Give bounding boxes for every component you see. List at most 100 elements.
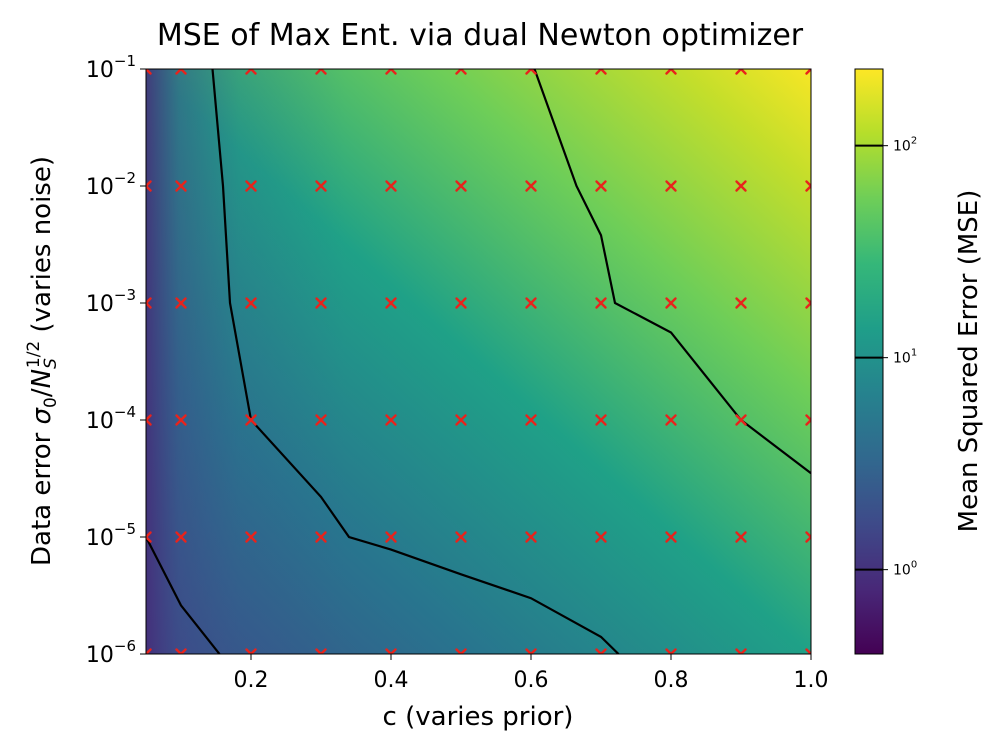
sample-marker <box>385 648 397 654</box>
colorbar-tick-label: 102 <box>893 136 917 155</box>
x-tick-label: 0.6 <box>514 668 549 693</box>
sample-marker <box>735 414 747 426</box>
sample-marker <box>245 180 257 192</box>
colorbar-tick-label: 100 <box>893 560 917 579</box>
y-axis-label-n: N <box>27 369 57 388</box>
colorbar: 100 101 102 <box>854 68 917 655</box>
sample-marker <box>665 69 677 75</box>
sample-marker <box>525 531 537 543</box>
sample-marker <box>665 297 677 309</box>
sample-marker <box>175 180 187 192</box>
colorbar-label: Mean Squared Error (MSE) <box>954 190 984 533</box>
y-tick-label: 10−5 <box>86 520 136 551</box>
sample-marker <box>455 69 467 75</box>
plot-frame <box>145 68 812 655</box>
sample-marker <box>175 414 187 426</box>
colorbar-tick-label: 101 <box>893 348 917 367</box>
sample-marker <box>245 414 257 426</box>
sample-marker <box>525 297 537 309</box>
sample-marker <box>455 648 467 654</box>
sample-marker <box>315 648 327 654</box>
sample-marker <box>665 648 677 654</box>
x-axis-label: c (varies prior) <box>383 702 574 732</box>
y-axis-label-sigma-sub: 0 <box>41 397 61 408</box>
sample-marker <box>805 297 811 309</box>
contour-line-1 <box>211 69 620 654</box>
plot-area <box>146 69 811 654</box>
colorbar-ticks: 100 101 102 <box>855 136 917 579</box>
y-axis-ticks: 10−6 10−5 10−4 10−3 10−2 10−1 <box>86 52 146 668</box>
x-tick-label: 0.8 <box>654 668 689 693</box>
sample-marker <box>175 648 187 654</box>
sample-marker <box>525 180 537 192</box>
sample-marker <box>805 69 811 75</box>
sample-marker <box>735 180 747 192</box>
y-axis-label: Data error σ0/NS1/2 (varies noise) <box>24 156 61 566</box>
sample-marker <box>525 414 537 426</box>
x-tick-label: 0.2 <box>234 668 269 693</box>
y-axis-label-suffix: (varies noise) <box>27 156 57 341</box>
sample-marker <box>735 297 747 309</box>
sample-marker <box>315 297 327 309</box>
sample-marker <box>315 69 327 75</box>
x-tick-label: 1.0 <box>794 668 829 693</box>
sample-marker <box>315 531 327 543</box>
sample-marker <box>595 69 607 75</box>
colorbar-gradient <box>854 68 884 655</box>
x-axis-ticks: 0.2 0.4 0.6 0.8 1.0 <box>234 654 829 693</box>
sample-marker <box>455 180 467 192</box>
sample-marker <box>175 531 187 543</box>
sample-marker <box>525 648 537 654</box>
sample-marker <box>175 69 187 75</box>
sample-marker <box>665 414 677 426</box>
y-tick-label: 10−1 <box>86 52 136 83</box>
sample-marker <box>735 531 747 543</box>
y-axis-label-slash: / <box>27 388 57 397</box>
sample-marker <box>805 414 811 426</box>
y-axis-label-n-sup: 1/2 <box>24 341 44 368</box>
sample-marker <box>385 180 397 192</box>
sample-marker <box>146 69 152 75</box>
y-tick-label: 10−4 <box>86 403 136 434</box>
x-tick-label: 0.4 <box>374 668 409 693</box>
sample-marker <box>595 297 607 309</box>
sample-marker <box>595 648 607 654</box>
sample-marker <box>245 69 257 75</box>
sample-marker <box>805 180 811 192</box>
sample-marker <box>245 648 257 654</box>
sample-marker <box>146 531 152 543</box>
sample-marker <box>735 648 747 654</box>
sample-marker <box>146 180 152 192</box>
sample-marker <box>665 180 677 192</box>
sample-marker <box>146 648 152 654</box>
sample-marker <box>665 531 677 543</box>
sample-marker <box>595 180 607 192</box>
y-tick-label: 10−6 <box>86 637 136 668</box>
y-axis-label-n-sub: S <box>41 358 61 369</box>
sample-marker <box>455 531 467 543</box>
sample-marker <box>805 648 811 654</box>
sample-marker <box>455 297 467 309</box>
sample-markers <box>146 69 811 654</box>
sample-marker <box>385 69 397 75</box>
chart-title: MSE of Max Ent. via dual Newton optimize… <box>157 18 804 53</box>
sample-marker <box>595 531 607 543</box>
sample-marker <box>805 531 811 543</box>
sample-marker <box>385 297 397 309</box>
y-tick-label: 10−2 <box>86 169 136 200</box>
sample-marker <box>385 531 397 543</box>
sample-marker <box>525 69 537 75</box>
sample-marker <box>315 414 327 426</box>
y-tick-label: 10−3 <box>86 286 136 317</box>
sample-marker <box>146 297 152 309</box>
sample-marker <box>595 414 607 426</box>
sample-marker <box>455 414 467 426</box>
sample-marker <box>146 414 152 426</box>
contour-line-0 <box>146 536 221 654</box>
sample-marker <box>175 297 187 309</box>
y-axis-label-sigma: σ <box>27 406 57 424</box>
heatmap-left-shade <box>146 69 811 654</box>
y-axis-label-prefix: Data error <box>27 424 57 566</box>
sample-marker <box>315 180 327 192</box>
